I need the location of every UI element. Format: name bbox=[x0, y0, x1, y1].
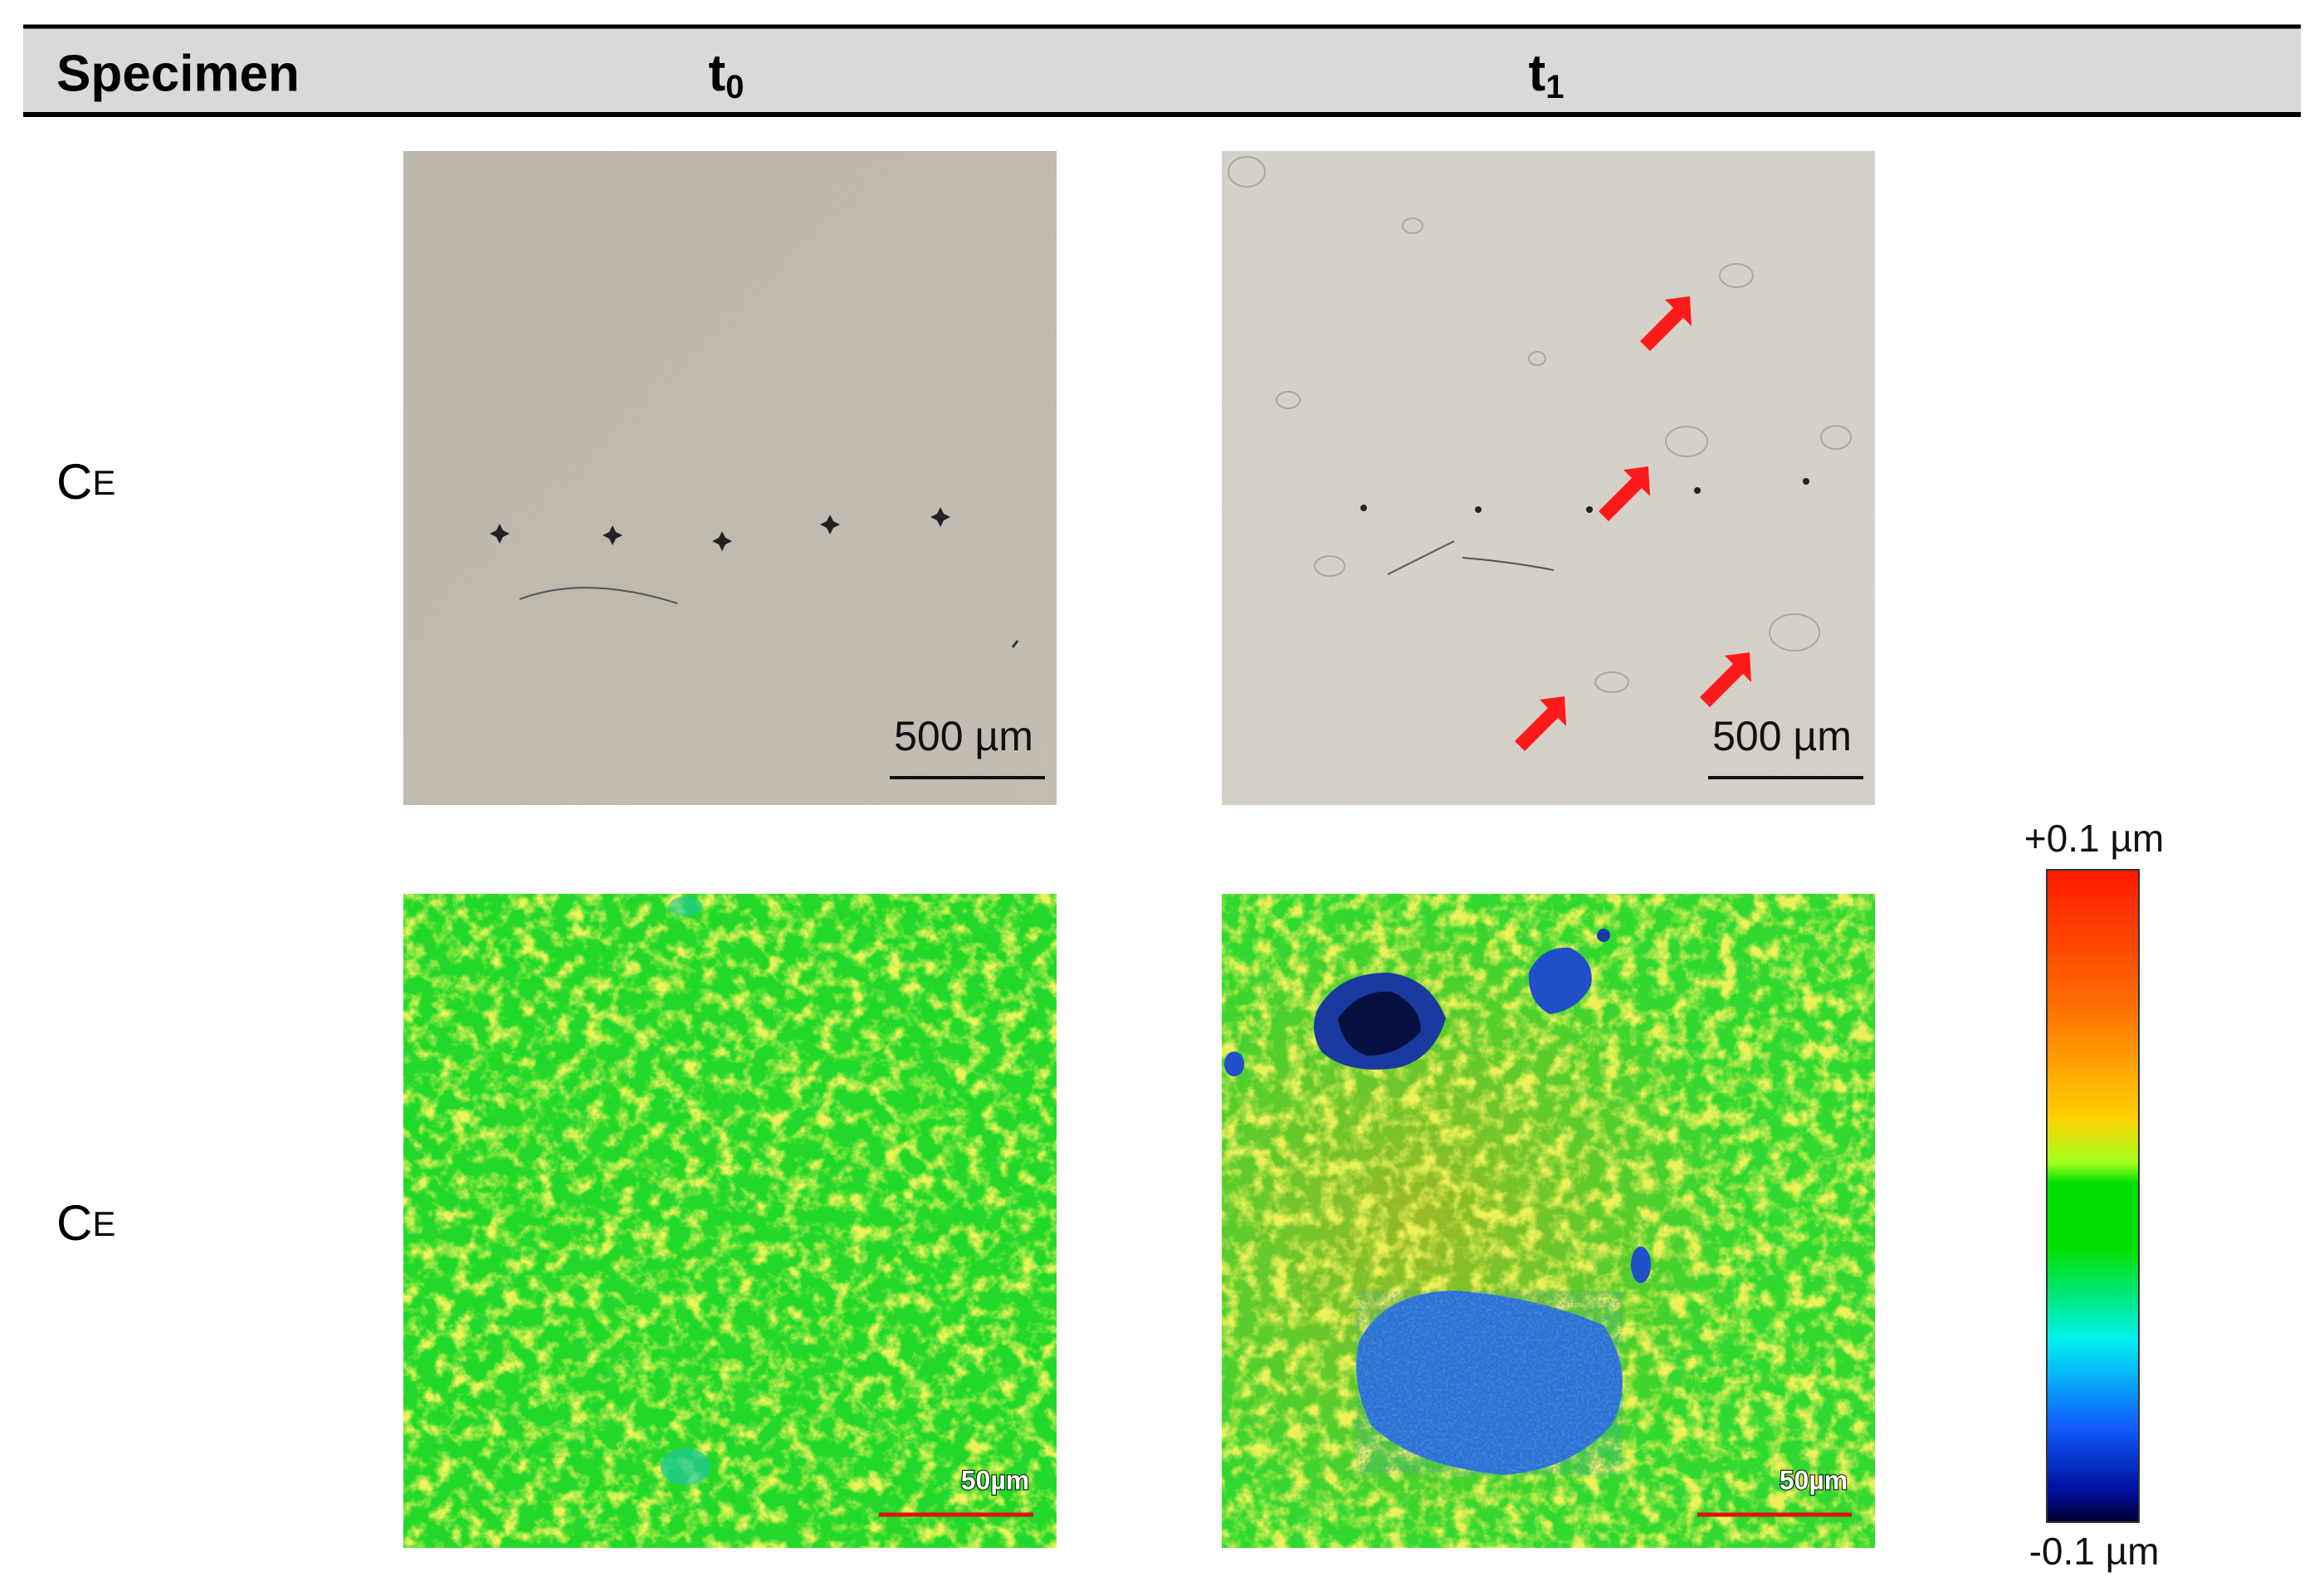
micrograph: 500 µm bbox=[1222, 151, 1875, 805]
scale-bar-label: 50µm bbox=[961, 1465, 1029, 1495]
column-header: t1 bbox=[1529, 45, 1565, 105]
header-subscript: 1 bbox=[1545, 69, 1564, 105]
color-bar-max: +0.1 µm bbox=[2024, 817, 2164, 860]
row-label: CE bbox=[56, 454, 115, 510]
height-map: 50µm bbox=[1222, 894, 1875, 1548]
column-header: Specimen bbox=[56, 45, 300, 102]
label-small: E bbox=[92, 1204, 115, 1243]
header-text: t bbox=[709, 45, 726, 102]
label-small: E bbox=[92, 463, 115, 502]
header-subscript: 0 bbox=[725, 69, 744, 105]
row-label: CE bbox=[56, 1195, 115, 1251]
header-text: t bbox=[1529, 45, 1546, 102]
micrograph: 500 µm bbox=[403, 151, 1057, 805]
scale-bar-label: 500 µm bbox=[1712, 713, 1852, 759]
label-text: C bbox=[56, 454, 92, 510]
color-bar-min: -0.1 µm bbox=[2029, 1530, 2160, 1573]
scale-bar-label: 50µm bbox=[1780, 1465, 1848, 1495]
column-header: t0 bbox=[709, 45, 745, 105]
color-bar bbox=[2046, 869, 2140, 1523]
header-band bbox=[23, 27, 2301, 115]
label-text: C bbox=[56, 1195, 92, 1251]
height-map: 50µm bbox=[403, 894, 1057, 1548]
scale-bar-label: 500 µm bbox=[894, 713, 1033, 759]
